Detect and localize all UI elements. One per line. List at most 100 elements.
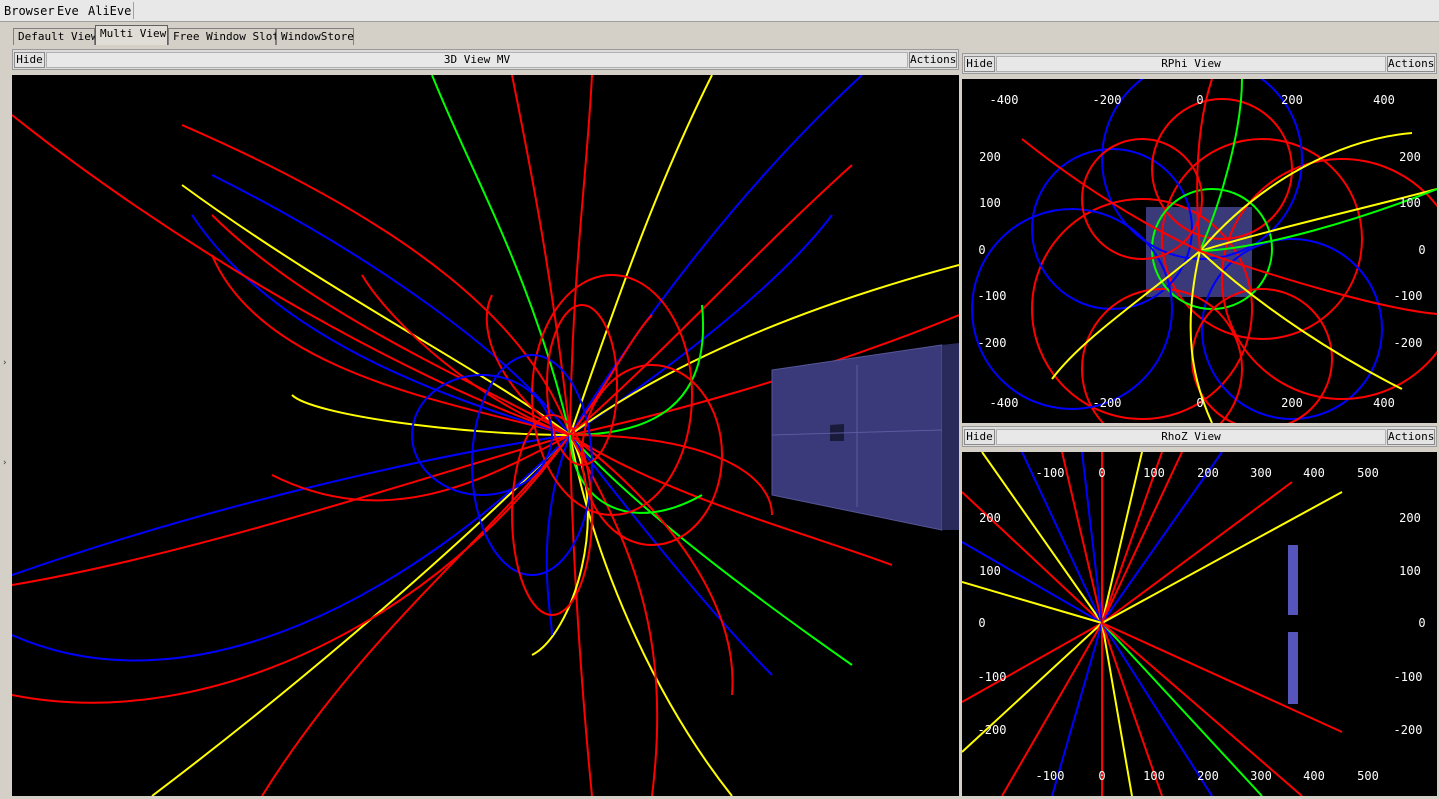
axis-tick-label: -200 (978, 723, 1007, 737)
track-loop (471, 354, 593, 576)
tab-free-window-slot[interactable]: Free Window Slot (168, 28, 279, 45)
axis-tick-label: 200 (979, 150, 1001, 164)
left-splitter-arrow-icon[interactable]: › (2, 458, 8, 468)
track (431, 75, 571, 436)
track (569, 434, 893, 566)
track (1199, 188, 1437, 252)
axis-tick-label: -100 (978, 289, 1007, 303)
track (569, 164, 853, 436)
axis-tick-label: 400 (1303, 769, 1325, 783)
left-splitter-arrow-icon[interactable]: › (2, 358, 8, 368)
view-3d-panel: Hide 3D View MV Actions (12, 49, 959, 796)
track (1101, 481, 1293, 624)
axis-tick-label: 100 (1143, 769, 1165, 783)
axis-tick-label: 0 (978, 243, 985, 257)
axis-tick-label: 100 (979, 564, 1001, 578)
track-circle (1081, 138, 1203, 260)
actions-button[interactable]: Actions (909, 52, 957, 68)
axis-tick-label: 0 (1098, 466, 1105, 480)
rphi-view-panel: Hide RPhi View Actions (962, 53, 1437, 423)
track (1001, 622, 1103, 796)
track (511, 75, 571, 436)
rhoz-svg[interactable]: -100 0 100 200 300 400 500 -100 0 100 20… (962, 452, 1437, 796)
view-3d-title: 3D View MV (46, 52, 908, 68)
track-circle (1161, 138, 1363, 340)
tab-windowstore[interactable]: WindowStore (276, 28, 354, 45)
track (569, 75, 713, 436)
rphi-svg[interactable]: -400 -200 0 200 400 -400 -200 0 200 400 … (962, 79, 1437, 423)
track (1021, 452, 1103, 624)
track (151, 434, 571, 796)
track (962, 622, 1103, 753)
menu-browser[interactable]: Browser (4, 4, 55, 18)
track-loop (531, 274, 693, 516)
track (545, 434, 571, 636)
track-loop (546, 304, 618, 466)
track-circle (1191, 288, 1333, 423)
rphi-canvas[interactable]: -400 -200 0 200 400 -400 -200 0 200 400 … (962, 79, 1437, 423)
track-loop (581, 364, 723, 546)
track-circle (1031, 198, 1253, 420)
actions-button[interactable]: Actions (1387, 56, 1435, 72)
rhoz-canvas[interactable]: -100 0 100 200 300 400 500 -100 0 100 20… (962, 452, 1437, 796)
rphi-view-toolbar: Hide RPhi View Actions (962, 53, 1437, 74)
track (211, 254, 571, 436)
axis-tick-label: 0 (978, 616, 985, 630)
track (569, 314, 959, 436)
tab-default-view[interactable]: Default View (13, 28, 97, 45)
track (1196, 79, 1213, 252)
track (569, 434, 659, 796)
hide-button[interactable]: Hide (964, 56, 995, 72)
track (181, 184, 571, 436)
track (1101, 491, 1343, 624)
track (1051, 622, 1103, 796)
track (1189, 250, 1213, 423)
track (569, 434, 703, 514)
rhoz-view-toolbar: Hide RhoZ View Actions (962, 426, 1437, 447)
axis-tick-label: 0 (1196, 93, 1203, 107)
rhoz-view-title: RhoZ View (996, 429, 1386, 445)
track-circle (971, 208, 1173, 410)
track (12, 114, 571, 436)
track (271, 434, 571, 502)
track (1101, 622, 1213, 796)
hide-button[interactable]: Hide (14, 52, 45, 68)
track (1199, 250, 1403, 390)
view-3d-canvas[interactable] (12, 75, 959, 796)
axis-tick-label: 500 (1357, 466, 1379, 480)
detector-module (1288, 545, 1298, 615)
track-circle (1081, 288, 1243, 423)
detector-module (771, 343, 959, 531)
track (569, 434, 733, 796)
actions-button[interactable]: Actions (1387, 429, 1435, 445)
track (569, 75, 863, 436)
track (569, 304, 705, 436)
track-circle (1101, 79, 1303, 260)
axis-tick-label: -200 (1394, 336, 1423, 350)
axis-tick-label: 0 (1418, 243, 1425, 257)
axis-tick-label: 400 (1373, 93, 1395, 107)
track (1021, 138, 1201, 252)
track (1101, 452, 1163, 624)
menu-alieve[interactable]: AliEve (88, 4, 132, 18)
menu-eve[interactable]: Eve (57, 4, 79, 18)
view-3d-svg[interactable] (12, 75, 959, 796)
axis-tick-label: -200 (1394, 723, 1423, 737)
tab-multi-view[interactable]: Multi View (95, 25, 168, 45)
axis-tick-label: -100 (1394, 289, 1423, 303)
hide-button[interactable]: Hide (964, 429, 995, 445)
axis-tick-label: -100 (1394, 670, 1423, 684)
axis-tick-label: 0 (1196, 396, 1203, 410)
axis-tick-label: -400 (990, 93, 1019, 107)
axis-tick-label: 400 (1303, 466, 1325, 480)
axis-tick-label: 400 (1373, 396, 1395, 410)
track (261, 434, 571, 796)
rhoz-view-panel: Hide RhoZ View Actions (962, 426, 1437, 796)
axis-tick-label: 200 (1197, 769, 1219, 783)
track (1199, 79, 1243, 252)
track (1101, 452, 1143, 624)
track (1101, 622, 1343, 733)
track (569, 434, 773, 676)
track (12, 434, 571, 576)
axis-tick-label: 300 (1250, 466, 1272, 480)
